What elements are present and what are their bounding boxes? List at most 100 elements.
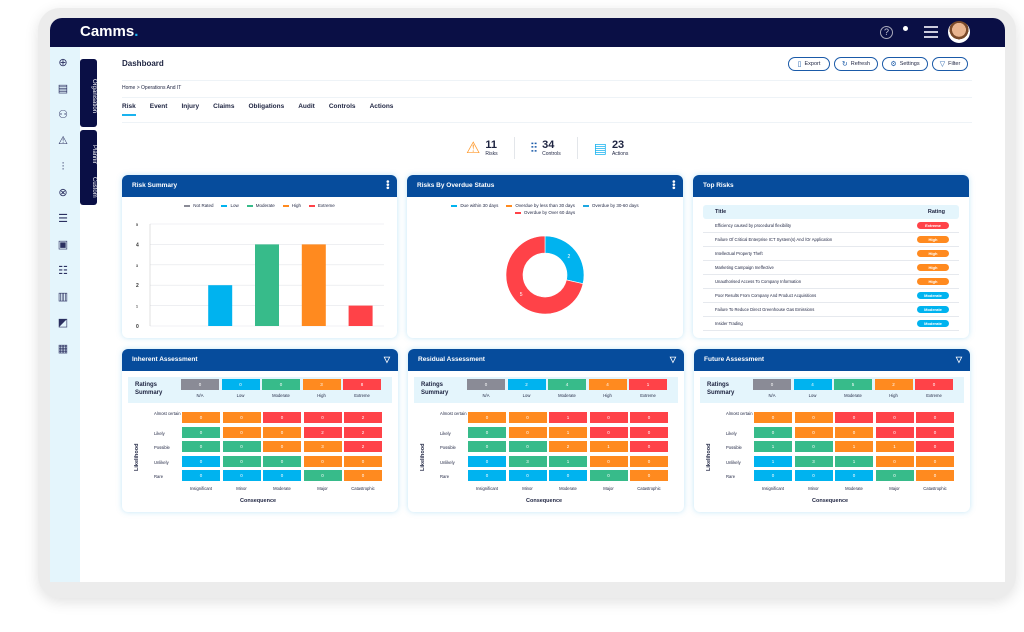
matrix-cell[interactable]: 0 (630, 455, 668, 467)
more-options-icon[interactable]: ••• (383, 180, 393, 190)
matrix-cell[interactable]: 0 (263, 412, 301, 423)
matrix-cell[interactable]: 0 (182, 426, 220, 438)
matrix-cell[interactable]: 0 (468, 412, 506, 423)
summary-moderate[interactable]: 0 (262, 379, 300, 390)
matrix-cell[interactable]: 1 (549, 412, 587, 423)
matrix-cell[interactable]: 0 (508, 426, 547, 438)
matrix-cell[interactable]: 0 (468, 441, 506, 452)
stat-risks[interactable]: ⚠ 11 Risks (450, 137, 515, 159)
settings-button[interactable]: ⚙ Settings (882, 57, 928, 71)
table-row[interactable]: Unauthorised Access To Company Informati… (703, 275, 959, 289)
matrix-cell[interactable]: 0 (589, 412, 628, 423)
table-row[interactable]: Marketing Campaign Ineffective High (703, 261, 959, 275)
summary-extreme[interactable]: 0 (915, 379, 953, 390)
matrix-cell[interactable]: 0 (222, 455, 261, 467)
tab-audit[interactable]: Audit (298, 103, 315, 110)
list-icon[interactable]: ☰ (58, 213, 68, 225)
search-check-icon[interactable]: ⊗ (58, 187, 68, 199)
matrix-cell[interactable]: 0 (508, 441, 547, 452)
matrix-cell[interactable]: 0 (875, 470, 914, 481)
stat-controls[interactable]: ⫶⫶ 34 Controls (515, 137, 578, 159)
legend-item[interactable]: Extreme (309, 203, 335, 208)
summary-na[interactable]: 0 (181, 379, 219, 390)
matrix-cell[interactable]: 0 (222, 441, 261, 452)
vertical-tab-organisation[interactable]: Organisation (80, 59, 97, 127)
notification-dot-icon[interactable] (903, 26, 908, 31)
stat-actions[interactable]: ▤ 23 Actions (593, 139, 629, 157)
dashboard-icon[interactable]: ▦ (57, 343, 69, 355)
matrix-cell[interactable]: 0 (916, 412, 954, 423)
tab-event[interactable]: Event (149, 103, 168, 110)
help-icon[interactable]: ? (880, 26, 893, 39)
risk-title[interactable]: Intellectual Property Theft (715, 251, 763, 256)
matrix-cell[interactable]: 0 (222, 412, 261, 423)
matrix-cell[interactable]: 0 (182, 412, 220, 423)
export-button[interactable]: ▯ Export (788, 57, 830, 71)
legend-item[interactable]: High (282, 203, 301, 208)
matrix-cell[interactable]: 0 (303, 412, 342, 423)
matrix-cell[interactable]: 0 (754, 470, 792, 481)
matrix-cell[interactable]: 0 (875, 455, 914, 467)
matrix-cell[interactable]: 0 (263, 455, 301, 467)
matrix-cell[interactable]: 0 (303, 455, 342, 467)
matrix-cell[interactable]: 0 (630, 441, 668, 452)
summary-high[interactable]: 2 (874, 379, 913, 390)
summary-low[interactable]: 4 (793, 379, 832, 390)
document-check-icon[interactable]: ▣ (57, 239, 69, 251)
summary-high[interactable]: 4 (588, 379, 627, 390)
tab-claims[interactable]: Claims (213, 103, 235, 110)
matrix-cell[interactable]: 0 (875, 426, 914, 438)
table-row[interactable]: Failure Of Critical Enterprise ICT Syste… (703, 233, 959, 247)
risk-title[interactable]: Unauthorised Access To Company Informati… (715, 279, 802, 284)
matrix-cell[interactable]: 0 (182, 455, 220, 467)
legend-item[interactable]: Low (221, 203, 239, 208)
matrix-cell[interactable]: 0 (222, 470, 261, 481)
tab-risk[interactable]: Risk (122, 103, 136, 116)
summary-na[interactable]: 0 (467, 379, 505, 390)
risk-title[interactable]: Efficiency caused by procedural flexibil… (715, 223, 792, 228)
matrix-cell[interactable]: 1 (835, 455, 873, 467)
risk-title[interactable]: Failure To Reduce Direct Greenhouse Gas … (715, 307, 815, 312)
matrix-cell[interactable]: 0 (794, 412, 833, 423)
matrix-cell[interactable]: 0 (916, 426, 954, 438)
matrix-cell[interactable]: 0 (508, 470, 547, 481)
matrix-cell[interactable]: 0 (589, 470, 628, 481)
matrix-cell[interactable]: 0 (794, 441, 833, 452)
matrix-cell[interactable]: 0 (794, 470, 833, 481)
matrix-cell[interactable]: 0 (263, 441, 301, 452)
legend-item[interactable]: Overdue by less than 30 days (506, 203, 575, 208)
checklist-icon[interactable]: ☷ (58, 265, 68, 277)
matrix-cell[interactable]: 0 (468, 455, 506, 467)
matrix-cell[interactable]: 0 (589, 455, 628, 467)
bar-chart-icon[interactable]: ▥ (57, 291, 69, 303)
user-edit-icon[interactable]: ⚇ (58, 109, 68, 121)
matrix-cell[interactable]: 0 (182, 441, 220, 452)
filter-icon[interactable]: ▽ (669, 355, 676, 364)
filter-icon[interactable]: ▽ (383, 355, 390, 364)
matrix-cell[interactable]: 0 (303, 470, 342, 481)
matrix-cell[interactable]: 0 (754, 426, 792, 438)
matrix-cell[interactable]: 1 (549, 426, 587, 438)
matrix-cell[interactable]: 0 (835, 426, 873, 438)
summary-moderate[interactable]: 4 (548, 379, 586, 390)
filter-button[interactable]: ▽ Filter (932, 57, 968, 71)
matrix-cell[interactable]: 0 (875, 412, 914, 423)
legend-item[interactable]: Moderate (246, 203, 275, 208)
matrix-cell[interactable]: 0 (835, 412, 873, 423)
risk-title[interactable]: Insider Trading (715, 321, 743, 326)
summary-extreme[interactable]: 1 (629, 379, 667, 390)
breadcrumb[interactable]: Home > Operations And IT (122, 85, 182, 91)
legend-item[interactable]: Not Rated (184, 203, 213, 208)
more-options-icon[interactable]: ••• (669, 180, 679, 190)
hamburger-menu-icon[interactable] (924, 26, 938, 38)
matrix-cell[interactable]: 0 (630, 412, 668, 423)
risk-title[interactable]: Marketing Campaign Ineffective (715, 265, 774, 270)
matrix-cell[interactable]: 0 (835, 470, 873, 481)
summary-low[interactable]: 0 (221, 379, 260, 390)
summary-high[interactable]: 3 (302, 379, 341, 390)
legend-item[interactable]: Overdue by 30-60 days (582, 203, 639, 208)
matrix-cell[interactable]: 1 (754, 455, 792, 467)
matrix-cell[interactable]: 0 (916, 455, 954, 467)
matrix-cell[interactable]: 0 (182, 470, 220, 481)
risk-title[interactable]: Failure Of Critical Enterprise ICT Syste… (715, 237, 833, 242)
